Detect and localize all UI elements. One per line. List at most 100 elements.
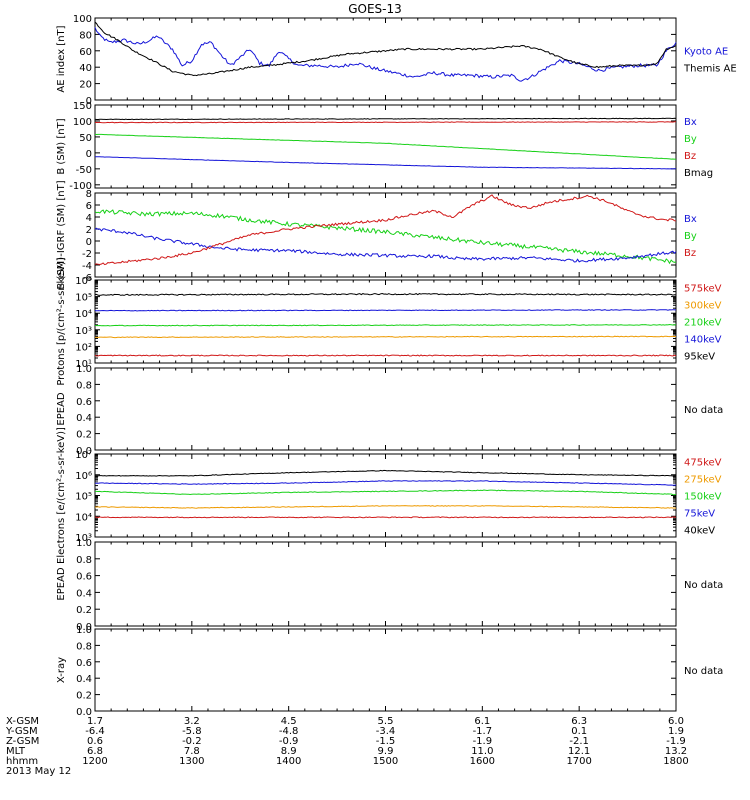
b-ytick-label: -100 xyxy=(69,181,92,192)
orbit-row-value: 1500 xyxy=(373,756,398,767)
ae-ytick-label: 60 xyxy=(79,47,92,58)
orbit-row-value: 7.8 xyxy=(184,746,200,757)
ae-ylabel: AE index [nT] xyxy=(56,25,67,92)
xray-ytick-label: 0.4 xyxy=(76,674,92,685)
xray-ytick-label: 0.0 xyxy=(76,707,92,718)
ae-ytick-label: 100 xyxy=(73,14,92,25)
bdiff-legend-bx: Bx xyxy=(684,214,697,225)
electrons-series-150kev xyxy=(94,489,677,496)
orbit-row-value: 1800 xyxy=(663,756,688,767)
electrons-series-75kev xyxy=(94,480,677,486)
epead1-ylabel: EPEAD xyxy=(56,392,67,426)
ae-ytick-label: 20 xyxy=(79,80,92,91)
b-series-bx xyxy=(95,156,676,170)
b-series-bz xyxy=(94,121,676,124)
electrons-ytick-label: 10³ xyxy=(75,533,92,544)
epead2-ytick-label: 0.6 xyxy=(76,572,92,583)
ae-ytick-label: 0 xyxy=(86,96,92,107)
orbit-row-value: 9.9 xyxy=(378,746,394,757)
electrons-legend-275kev: 275keV xyxy=(684,475,722,486)
electrons-legend-40kev: 40keV xyxy=(684,526,715,537)
electrons-legend-475kev: 475keV xyxy=(684,458,722,469)
orbit-row-value: 13.2 xyxy=(665,746,687,757)
orbit-row-value: 6.0 xyxy=(668,716,684,727)
orbit-row-value: -1.9 xyxy=(666,736,686,747)
electrons-series-275kev xyxy=(95,505,677,509)
b-legend-bz: Bz xyxy=(684,151,696,162)
date-label: 2013 May 12 xyxy=(6,766,71,777)
epead1-ytick-label: 0.0 xyxy=(76,446,92,457)
protons-series-210kev xyxy=(94,323,677,327)
epead2-ytick-label: 0.2 xyxy=(76,605,92,616)
bdiff-series-by xyxy=(94,209,677,265)
b-ytick-label: 0 xyxy=(86,149,92,160)
orbit-row-value: 1300 xyxy=(179,756,204,767)
panel-protons: 10¹ 10² 10³ 10⁴ 10⁵ 10⁶ Protons [p/(cm²-s-sr-k… xyxy=(56,257,722,385)
b-ytick-label: 150 xyxy=(73,101,92,112)
protons-legend-300kev: 300keV xyxy=(684,301,722,312)
orbit-row-value: 4.5 xyxy=(281,716,297,727)
orbit-row-value: -1.5 xyxy=(376,736,396,747)
protons-ytick-label: 10³ xyxy=(75,326,92,337)
xray-ytick-label: 0.8 xyxy=(76,641,92,652)
orbit-row-value: -1.7 xyxy=(473,726,493,737)
panel-b: -100 -50 0 50 100 150 B (SM) [nT] Bx By Bz Bmag xyxy=(56,101,713,192)
ae-series-kyoto-ae xyxy=(94,27,677,82)
panel-epead2: 0.0 0.2 0.4 0.6 0.8 1.0 EPEAD No data xyxy=(56,538,723,633)
protons-series-95kev xyxy=(94,292,677,296)
b-legend-by: By xyxy=(684,134,697,145)
orbit-row-value: 1200 xyxy=(82,756,107,767)
bdiff-series-bx xyxy=(94,227,677,263)
protons-ytick-label: 10⁶ xyxy=(75,276,92,287)
orbit-row-value: -0.9 xyxy=(279,736,299,747)
ae-ytick-label: 80 xyxy=(79,30,92,41)
protons-ylabel: Protons [p/(cm²-s-sr-keV)] xyxy=(56,257,67,385)
epead1-ytick-label: 1.0 xyxy=(76,364,92,375)
orbit-footer: X-GSM 1.7 3.2 4.5 5.5 6.1 6.3 6.0Y-GSM -6.4 -5.8-… xyxy=(5,716,689,777)
bdiff-ylabel: B (SM)-IGRF (SM) [nT] xyxy=(56,180,67,289)
protons-legend-575kev: 575keV xyxy=(684,284,722,295)
epead2-ytick-label: 0.4 xyxy=(76,588,92,599)
orbit-row-value: 0.1 xyxy=(571,726,587,737)
b-series-by xyxy=(94,133,677,160)
electrons-frame xyxy=(94,453,677,538)
ae-ytick-label: 40 xyxy=(79,63,92,74)
ae-legend-themis-ae: Themis AE xyxy=(683,64,737,75)
ae-frame xyxy=(94,17,677,101)
electrons-series-40kev xyxy=(95,469,677,477)
electrons-series-475kev xyxy=(94,516,677,519)
electrons-ytick-label: 10⁶ xyxy=(75,471,92,482)
orbit-row-value: -0.2 xyxy=(182,736,202,747)
b-frame xyxy=(94,104,677,189)
orbit-row-value: -1.9 xyxy=(473,736,493,747)
epead1-frame xyxy=(94,367,677,451)
protons-series-300kev xyxy=(94,335,676,339)
epead2-frame xyxy=(94,541,677,627)
orbit-row-label-mlt: MLT xyxy=(6,746,26,757)
bdiff-frame xyxy=(94,192,677,278)
protons-ytick-label: 10² xyxy=(75,342,92,353)
panel-ae: 0 20 40 60 80 100 AE index [nT] Kyoto AE Themis … xyxy=(56,14,737,107)
panel-xray: 0.0 0.2 0.4 0.6 0.8 1.0 X-ray No data xyxy=(56,625,723,718)
b-ytick-label: -50 xyxy=(76,165,92,176)
xray-ylabel: X-ray xyxy=(56,657,67,683)
epead1-legend-no-data: No data xyxy=(684,405,723,416)
epead2-ytick-label: 0.8 xyxy=(76,555,92,566)
b-legend-bx: Bx xyxy=(684,117,697,128)
b-ytick-label: 100 xyxy=(73,117,92,128)
orbit-row-label-y-gsm: Y-GSM xyxy=(5,726,38,737)
bdiff-legend-bz: Bz xyxy=(684,248,696,259)
protons-ytick-label: 10⁵ xyxy=(75,293,92,304)
xray-frame xyxy=(94,628,677,712)
electrons-legend-150kev: 150keV xyxy=(684,492,722,503)
orbit-row-value: 1400 xyxy=(276,756,301,767)
orbit-row-value: 1700 xyxy=(566,756,591,767)
b-series-bmag xyxy=(94,117,677,121)
plot-title: GOES-13 xyxy=(348,2,402,16)
xray-legend-no-data: No data xyxy=(684,666,723,677)
orbit-row-label-x-gsm: X-GSM xyxy=(6,716,39,727)
b-legend-bmag: Bmag xyxy=(684,168,713,179)
bdiff-legend-by: By xyxy=(684,231,697,242)
